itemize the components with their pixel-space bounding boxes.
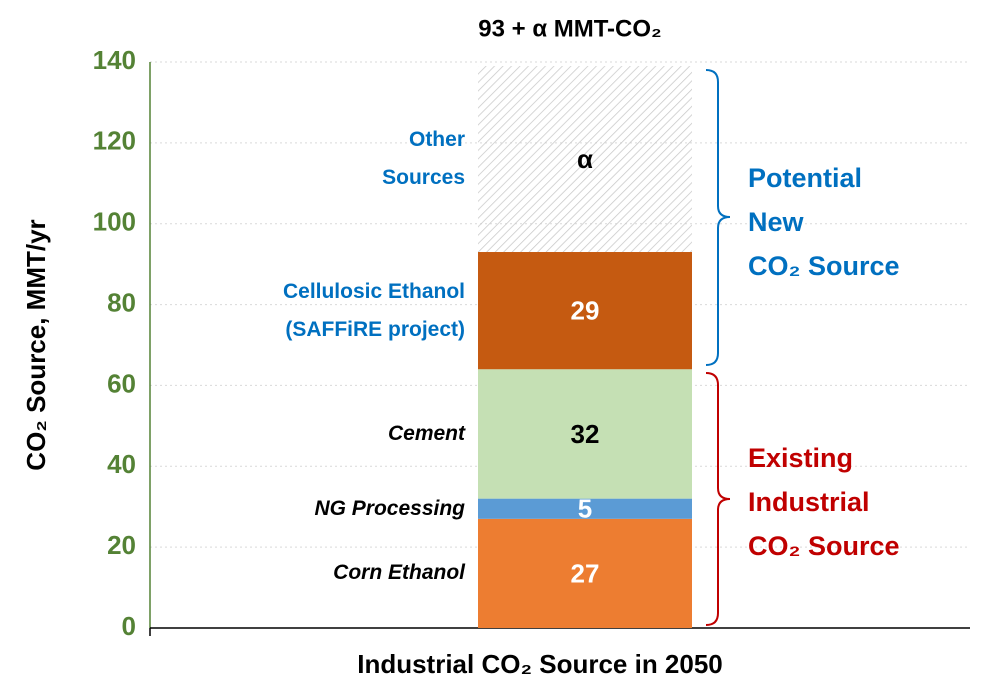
- segment-label: Corn Ethanol: [333, 561, 465, 585]
- data-label: 32: [571, 419, 600, 449]
- y-tick-label: 100: [93, 207, 136, 237]
- data-label: 29: [571, 296, 600, 326]
- y-tick-label: 20: [107, 530, 136, 560]
- segment-label: NG Processing: [314, 496, 465, 520]
- y-tick-label: 0: [122, 611, 136, 641]
- data-label: 5: [578, 494, 592, 524]
- brace-new: [705, 69, 731, 366]
- chart-title: 93 + α MMT-CO₂: [478, 15, 661, 42]
- bar-segment: [478, 518, 692, 628]
- segment-label: Cellulosic Ethanol (SAFFiRE project): [282, 279, 465, 341]
- bar-segment: [478, 66, 692, 253]
- segment-label: Cement: [387, 421, 465, 445]
- y-tick-label: 60: [107, 368, 136, 398]
- segment-label: Other Sources: [382, 128, 465, 190]
- x-axis-label: Industrial CO₂ Source in 2050: [357, 649, 723, 679]
- annotation: Potential New CO₂ Source: [748, 163, 900, 281]
- bar-segment: [478, 252, 692, 370]
- bar-segment: [478, 369, 692, 499]
- data-label: 27: [571, 558, 600, 588]
- brace-existing: [705, 372, 731, 626]
- annotation: Existing Industrial CO₂ Source: [748, 443, 900, 561]
- y-tick-label: 80: [107, 287, 136, 317]
- data-label: α: [577, 144, 593, 174]
- y-axis-label: CO₂ Source, MMT/yr: [21, 219, 51, 470]
- y-tick-label: 140: [93, 45, 136, 75]
- y-tick-label: 40: [107, 449, 136, 479]
- bar-segment: [478, 498, 692, 519]
- y-tick-label: 120: [93, 126, 136, 156]
